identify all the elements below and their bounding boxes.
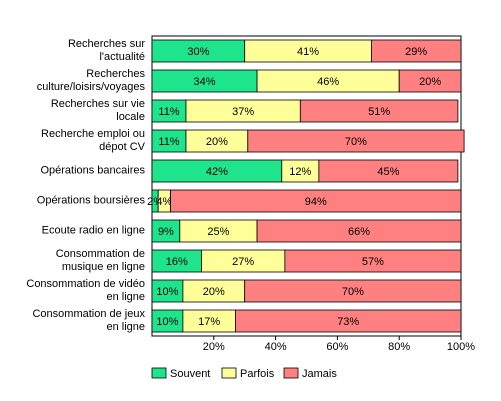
value-label: 11% [158,136,179,148]
bar-segment [247,129,465,153]
x-tick-label: 80% [388,341,410,353]
bar-segment [370,39,462,63]
y-tick-label: Ecoute radio en ligne [41,224,145,237]
bar-segment [244,279,462,303]
value-label: 30% [187,46,209,58]
x-tick-label: 40% [265,341,287,353]
value-label: 20% [419,76,441,88]
value-label: 46% [317,76,339,88]
x-tick-label: 20% [203,341,225,353]
value-label: 10% [156,316,178,328]
legend-label: Souvent [170,368,210,380]
bar-segment [256,219,462,243]
bar-segment [398,69,462,93]
legend-swatch [221,367,237,379]
value-label: 34% [194,76,216,88]
plot-area [151,35,462,337]
y-tick-label: Recherches culture/loisirs/voyages [36,68,145,93]
value-label: 94% [305,196,327,208]
bar-segment [318,159,459,183]
value-label: 9% [158,226,174,238]
bar-segment [284,249,462,273]
value-label: 70% [345,136,367,148]
value-label: 73% [337,316,359,328]
y-tick-label: Recherche emploi ou dépot CV [41,128,145,153]
value-label: 17% [198,316,220,328]
value-label: 41% [297,46,319,58]
legend-swatch [151,367,167,379]
bar-segment [299,99,459,123]
value-label: 20% [206,136,228,148]
y-tick-label: Consommation de musique en ligne [55,248,145,273]
value-label: 10% [156,286,178,298]
y-tick-label: Consommation de jeux en ligne [32,308,145,333]
x-tick-label: 100% [447,341,475,353]
y-tick-label: Consommation de vidéo en ligne [26,278,145,303]
value-label: 42% [206,166,228,178]
legend-label: Jamais [302,368,337,380]
value-label: 25% [207,226,229,238]
y-tick-label: Opérations boursières [36,194,145,207]
y-tick-label: Recherches sur l'actualité [67,38,145,63]
y-tick-label: Recherches sur vie locale [50,98,145,123]
x-tick-label: 60% [326,341,348,353]
bar-segment [170,189,462,213]
value-label: 45% [377,166,399,178]
legend-swatch [283,367,299,379]
value-label: 70% [342,286,364,298]
value-label: 4% [156,196,172,208]
value-label: 27% [232,256,254,268]
value-label: 16% [166,256,188,268]
value-label: 51% [368,106,390,118]
y-tick-label: Opérations bancaires [40,164,145,177]
value-label: 57% [362,256,384,268]
value-label: 11% [158,106,179,118]
value-label: 20% [203,286,225,298]
value-label: 12% [289,166,311,178]
bar-segment [235,309,462,333]
value-label: 66% [348,226,370,238]
legend-label: Parfois [240,368,275,380]
value-label: 29% [405,46,427,58]
value-label: 37% [232,106,254,118]
